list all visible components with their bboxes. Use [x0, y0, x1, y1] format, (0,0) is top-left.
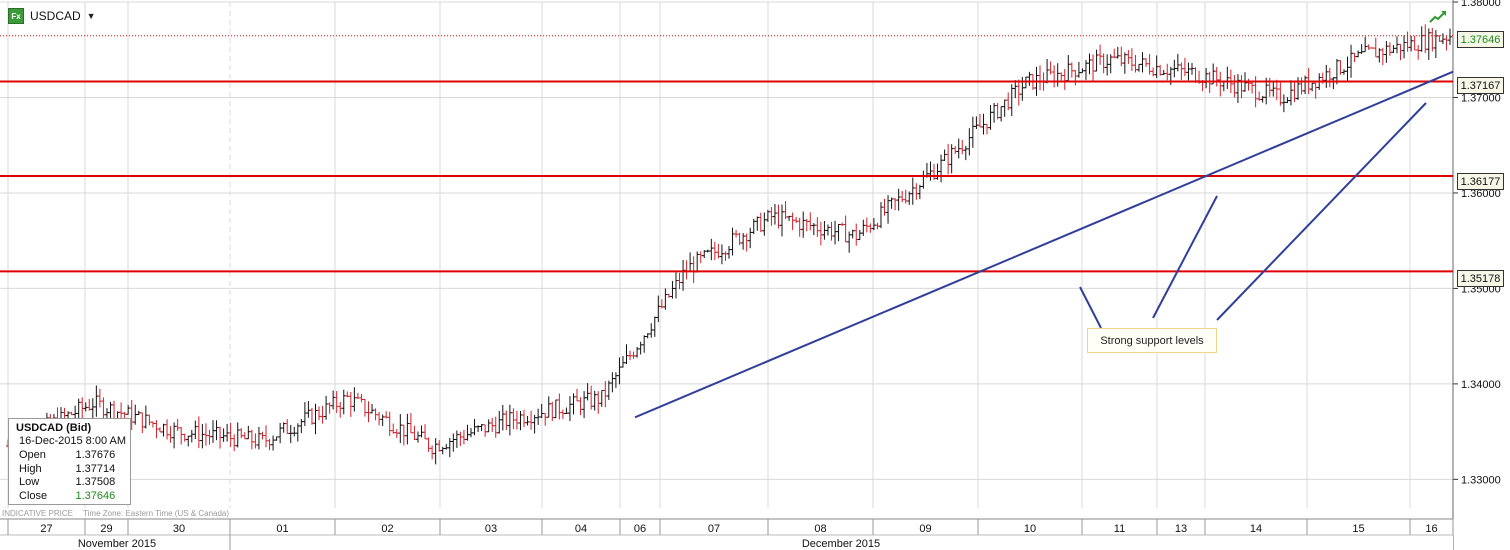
x-tick-label: 02 — [381, 523, 393, 535]
info-value: 1.37676 — [75, 449, 116, 461]
info-value: 1.37508 — [75, 476, 116, 488]
chevron-down-icon[interactable]: ▼ — [86, 11, 96, 21]
info-label: Low — [19, 476, 40, 488]
y-tick-label: 1.36000 — [1461, 188, 1501, 200]
x-tick-label: 03 — [485, 523, 497, 535]
x-tick-label: 30 — [173, 523, 185, 535]
annotation-pointer — [1079, 286, 1102, 329]
x-tick-label: 29 — [100, 523, 112, 535]
y-tick-label: 1.34000 — [1461, 379, 1501, 391]
info-label: Close — [19, 489, 48, 502]
x-tick-label: 10 — [1024, 523, 1036, 535]
info-datetime: 16-Dec-2015 8:00 AM — [19, 435, 127, 447]
fx-icon: Fx — [8, 8, 24, 24]
indicative-price-label: INDICATIVE PRICE — [2, 509, 73, 518]
footer-note: INDICATIVE PRICE Time Zone: Eastern Time… — [2, 509, 237, 518]
timezone-label: Time Zone: Eastern Time (US & Canada) — [83, 509, 230, 518]
annotation-label: Strong support levels — [1087, 328, 1217, 353]
symbol-label: USDCAD — [30, 9, 81, 23]
x-tick-label: 06 — [634, 523, 646, 535]
info-label: High — [19, 462, 42, 475]
trendline — [634, 70, 1454, 419]
info-row-high: High 1.37714 — [9, 463, 130, 477]
x-tick-label: 11 — [1114, 523, 1125, 535]
x-tick-label: 01 — [276, 523, 288, 535]
x-month-label: November 2015 — [78, 538, 156, 550]
y-tick-label: 1.33000 — [1461, 474, 1501, 486]
x-tick-label: 07 — [708, 523, 720, 535]
info-row-close: Close 1.37646 — [9, 490, 130, 504]
info-row-open: Open 1.37676 — [9, 449, 130, 463]
last-price-tag: 1.37646 — [1457, 31, 1504, 48]
y-tick-label: 1.38000 — [1461, 0, 1501, 9]
x-tick-label: 04 — [575, 523, 587, 535]
x-tick-label: 09 — [919, 523, 931, 535]
trend-up-icon — [1429, 11, 1446, 23]
annotation-pointer — [1152, 195, 1218, 319]
support-price-tag-2: 1.36177 — [1457, 173, 1504, 190]
y-tick-label: 1.37000 — [1461, 92, 1501, 104]
support-price-tag-1: 1.37167 — [1457, 77, 1504, 94]
x-tick-label: 14 — [1250, 523, 1262, 535]
annotation-pointer — [1216, 102, 1427, 321]
x-tick-label: 08 — [814, 523, 826, 535]
x-tick-label: 16 — [1425, 523, 1437, 535]
x-tick-label: 27 — [40, 523, 52, 535]
symbol-selector[interactable]: Fx USDCAD ▼ — [8, 7, 96, 25]
info-title: USDCAD (Bid) — [16, 422, 92, 434]
info-label: Open — [19, 449, 46, 461]
x-tick-label: 15 — [1352, 523, 1364, 535]
x-tick-label: 13 — [1175, 523, 1187, 535]
info-value: 1.37714 — [75, 462, 116, 475]
x-month-label: December 2015 — [802, 538, 880, 550]
info-row-low: Low 1.37508 — [9, 476, 130, 490]
info-value: 1.37646 — [75, 489, 116, 502]
support-price-tag-3: 1.35178 — [1457, 270, 1504, 287]
ohlc-info-box: USDCAD (Bid) 16-Dec-2015 8:00 AM Open 1.… — [8, 418, 131, 505]
